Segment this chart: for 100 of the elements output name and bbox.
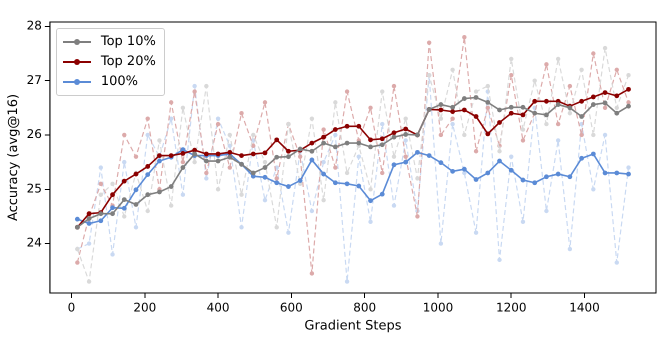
point xyxy=(122,197,127,202)
point xyxy=(110,192,115,198)
x-tick-label: 0 xyxy=(68,300,76,314)
point xyxy=(250,152,256,156)
point xyxy=(602,132,608,138)
y-tick-label: 24 xyxy=(26,236,42,250)
point xyxy=(556,122,560,126)
point xyxy=(228,132,232,138)
point xyxy=(110,182,115,186)
point xyxy=(98,165,104,170)
point xyxy=(602,106,608,110)
point xyxy=(344,89,350,94)
point xyxy=(508,104,514,110)
point xyxy=(321,127,326,132)
point xyxy=(404,154,408,159)
point xyxy=(192,89,197,94)
point xyxy=(274,225,279,230)
point xyxy=(579,132,584,138)
point xyxy=(450,116,455,121)
point xyxy=(590,102,596,107)
point xyxy=(146,208,150,214)
point xyxy=(497,158,502,164)
legend-label: 100% xyxy=(100,73,138,91)
point xyxy=(474,114,478,119)
point xyxy=(462,166,467,172)
point xyxy=(474,177,478,182)
point xyxy=(532,78,537,83)
point xyxy=(450,68,455,72)
point xyxy=(262,174,268,180)
point xyxy=(321,172,326,176)
point xyxy=(122,214,126,219)
point xyxy=(344,181,350,186)
point xyxy=(180,192,186,197)
point xyxy=(262,165,268,170)
point xyxy=(508,168,514,173)
point xyxy=(146,116,150,121)
point xyxy=(122,178,127,184)
point xyxy=(368,198,373,204)
point xyxy=(474,95,478,100)
point xyxy=(368,144,373,150)
point xyxy=(626,165,631,170)
point xyxy=(286,230,291,235)
point xyxy=(544,112,549,118)
point xyxy=(614,106,619,110)
y-tick-label: 27 xyxy=(26,72,42,87)
point xyxy=(310,208,314,214)
point xyxy=(333,132,338,138)
point xyxy=(239,192,244,197)
point xyxy=(204,176,209,181)
point xyxy=(74,216,80,222)
point xyxy=(415,214,420,219)
point xyxy=(321,134,326,140)
point xyxy=(520,220,526,224)
x-tick-label: 1000 xyxy=(422,300,454,314)
point xyxy=(286,148,291,154)
point xyxy=(380,136,385,142)
point xyxy=(415,176,420,181)
point xyxy=(568,84,572,88)
point xyxy=(134,202,138,207)
point xyxy=(286,154,291,160)
point xyxy=(321,160,326,164)
point xyxy=(168,100,174,105)
point xyxy=(626,86,631,92)
point xyxy=(98,192,104,197)
point xyxy=(486,106,490,110)
point xyxy=(415,150,420,155)
point xyxy=(392,134,396,140)
point xyxy=(380,142,385,148)
point xyxy=(392,203,396,208)
point xyxy=(438,108,444,112)
point xyxy=(180,160,186,164)
point xyxy=(392,130,396,136)
point xyxy=(250,170,256,176)
point xyxy=(380,122,384,126)
point xyxy=(520,138,526,143)
point xyxy=(462,96,467,101)
point xyxy=(251,144,256,148)
point xyxy=(321,140,326,146)
point xyxy=(591,132,596,138)
point xyxy=(520,178,526,182)
point xyxy=(392,162,396,168)
point xyxy=(86,241,92,246)
point xyxy=(544,174,549,180)
point xyxy=(228,165,232,170)
point xyxy=(532,98,538,104)
point xyxy=(309,148,314,154)
point xyxy=(626,104,631,109)
point xyxy=(134,225,138,230)
point xyxy=(309,158,314,162)
point xyxy=(157,158,162,164)
y-axis-title: Accuracy (avg@16) xyxy=(6,94,22,222)
point xyxy=(614,93,620,98)
point xyxy=(204,158,209,164)
point xyxy=(274,137,280,142)
point xyxy=(450,168,456,174)
point xyxy=(403,132,408,137)
point xyxy=(75,260,80,265)
point xyxy=(509,154,514,159)
point xyxy=(262,198,268,202)
point xyxy=(602,170,608,176)
